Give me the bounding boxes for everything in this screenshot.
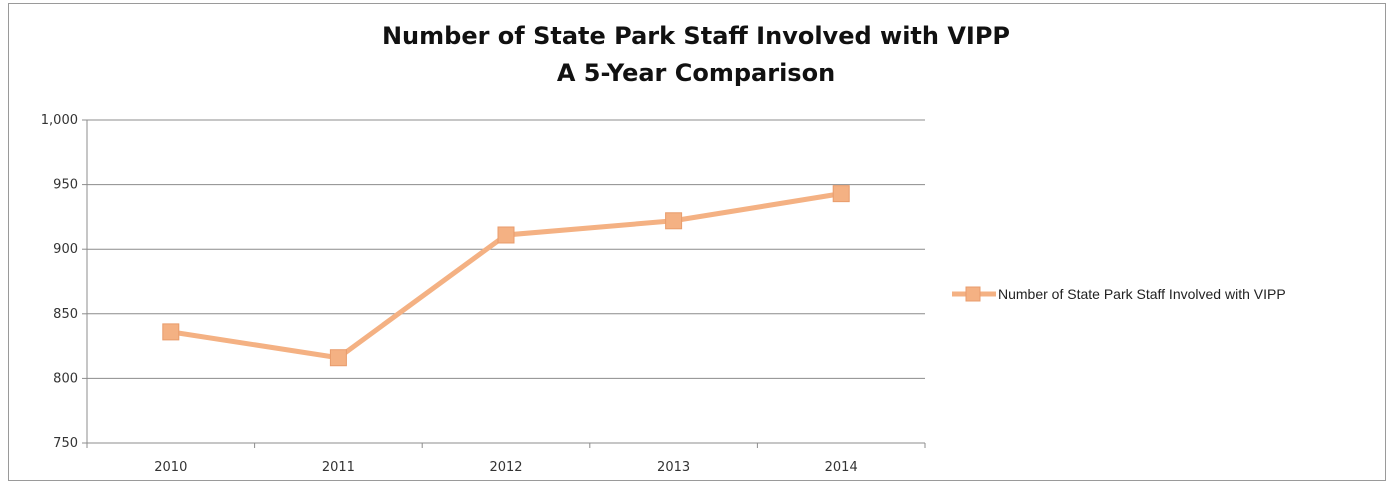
data-point-2010: [162, 323, 180, 341]
y-tick-label: 900: [53, 242, 78, 257]
legend-label: Number of State Park Staff Involved with…: [998, 286, 1286, 302]
series-group: [162, 185, 850, 367]
legend: Number of State Park Staff Involved with…: [952, 286, 1286, 302]
legend-marker: [965, 286, 981, 302]
chart-title-block: Number of State Park Staff Involved with…: [0, 18, 1392, 92]
y-tick-label: 850: [53, 307, 78, 322]
axes: [82, 119, 926, 448]
x-tick-label: 2010: [154, 460, 187, 475]
chart-title: Number of State Park Staff Involved with…: [381, 22, 1011, 50]
y-tick-label: 950: [53, 178, 78, 193]
chart-subtitle: A 5-Year Comparison: [556, 59, 836, 87]
x-tick-label: 2012: [489, 460, 522, 475]
y-tick-label: 800: [53, 371, 78, 386]
x-tick-label: 2014: [825, 460, 858, 475]
gridlines: [87, 119, 925, 379]
series-line: [168, 191, 844, 361]
data-point-2012: [497, 226, 515, 244]
data-point-2014: [832, 185, 850, 203]
y-tick-label: 750: [53, 436, 78, 451]
x-tick-label: 2011: [322, 460, 355, 475]
x-axis-tick-labels: 2010 2011 2012 2013 2014: [154, 460, 857, 475]
chart-frame: [8, 3, 1386, 481]
x-tick-label: 2013: [657, 460, 690, 475]
data-point-2011: [329, 349, 347, 367]
data-point-2013: [665, 212, 683, 230]
y-tick-label: 1,000: [41, 113, 78, 128]
y-axis-tick-labels: 750 800 850 900 950 1,000: [41, 113, 78, 451]
